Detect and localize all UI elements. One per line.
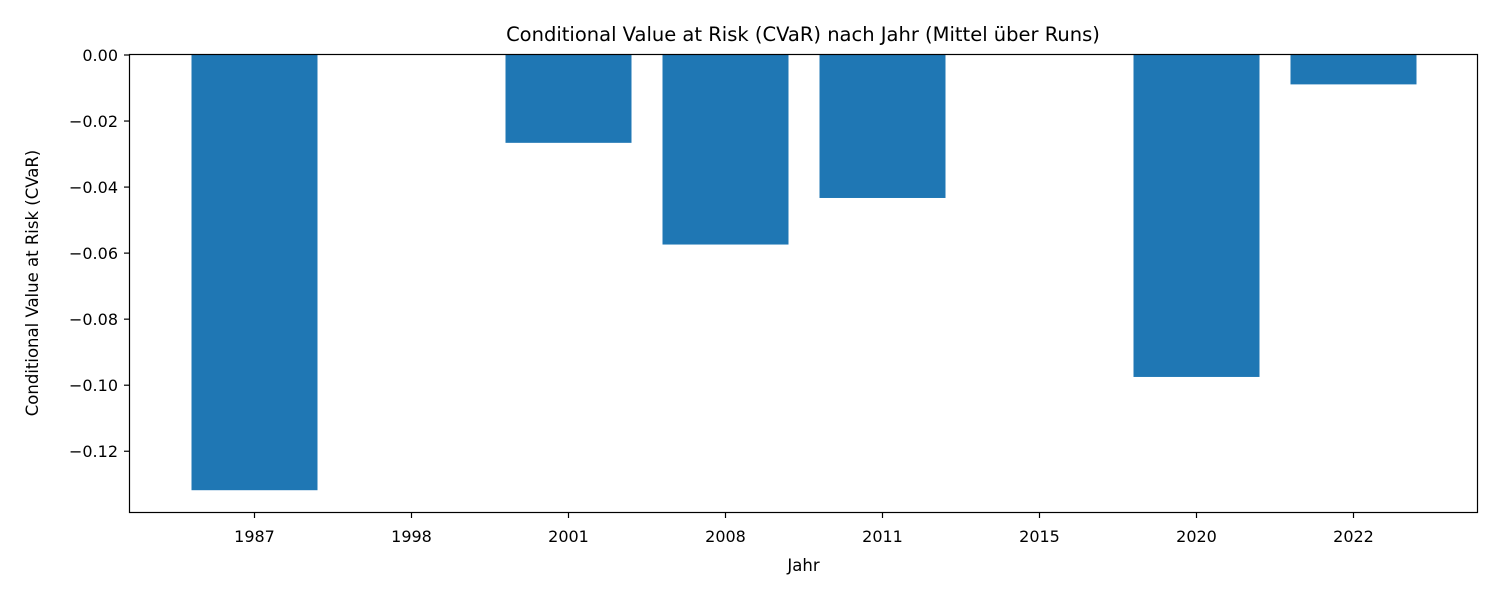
- x-tick-label-2008: 2008: [705, 527, 746, 546]
- y-tick-label: −0.02: [69, 112, 118, 131]
- x-tick-label-2022: 2022: [1333, 527, 1374, 546]
- bar-2001: [505, 55, 632, 143]
- x-axis-title: Jahr: [786, 556, 819, 575]
- x-tick-label-1998: 1998: [391, 527, 432, 546]
- plot-frame: [128, 53, 1479, 514]
- y-tick-label: −0.08: [69, 310, 118, 329]
- bar-2022: [1290, 55, 1417, 85]
- x-tick-label-2001: 2001: [548, 527, 589, 546]
- y-tick-label: −0.06: [69, 244, 118, 263]
- y-axis-ticks: 0.00 −0.02 −0.04 −0.06 −0.08 −0.10 −0.12: [69, 46, 130, 461]
- bar-1987: [191, 55, 318, 491]
- y-tick-label: 0.00: [82, 46, 118, 65]
- bar-2008: [662, 55, 789, 245]
- bar-2011: [819, 55, 946, 198]
- chart-title: Conditional Value at Risk (CVaR) nach Ja…: [506, 23, 1100, 46]
- x-tick-label-2020: 2020: [1176, 527, 1217, 546]
- y-tick-label: −0.12: [69, 442, 118, 461]
- y-axis-title: Conditional Value at Risk (CVaR): [23, 150, 42, 416]
- x-tick-label-1987: 1987: [234, 527, 275, 546]
- x-axis-ticks: 1987 1998 2001 2008 2011 2015 2020 2022: [234, 512, 1374, 546]
- x-tick-label-2011: 2011: [862, 527, 903, 546]
- x-tick-label-2015: 2015: [1019, 527, 1060, 546]
- y-tick-label: −0.04: [69, 178, 118, 197]
- y-tick-label: −0.10: [69, 376, 118, 395]
- bars-layer: [191, 55, 1417, 491]
- bar-2020: [1133, 55, 1260, 377]
